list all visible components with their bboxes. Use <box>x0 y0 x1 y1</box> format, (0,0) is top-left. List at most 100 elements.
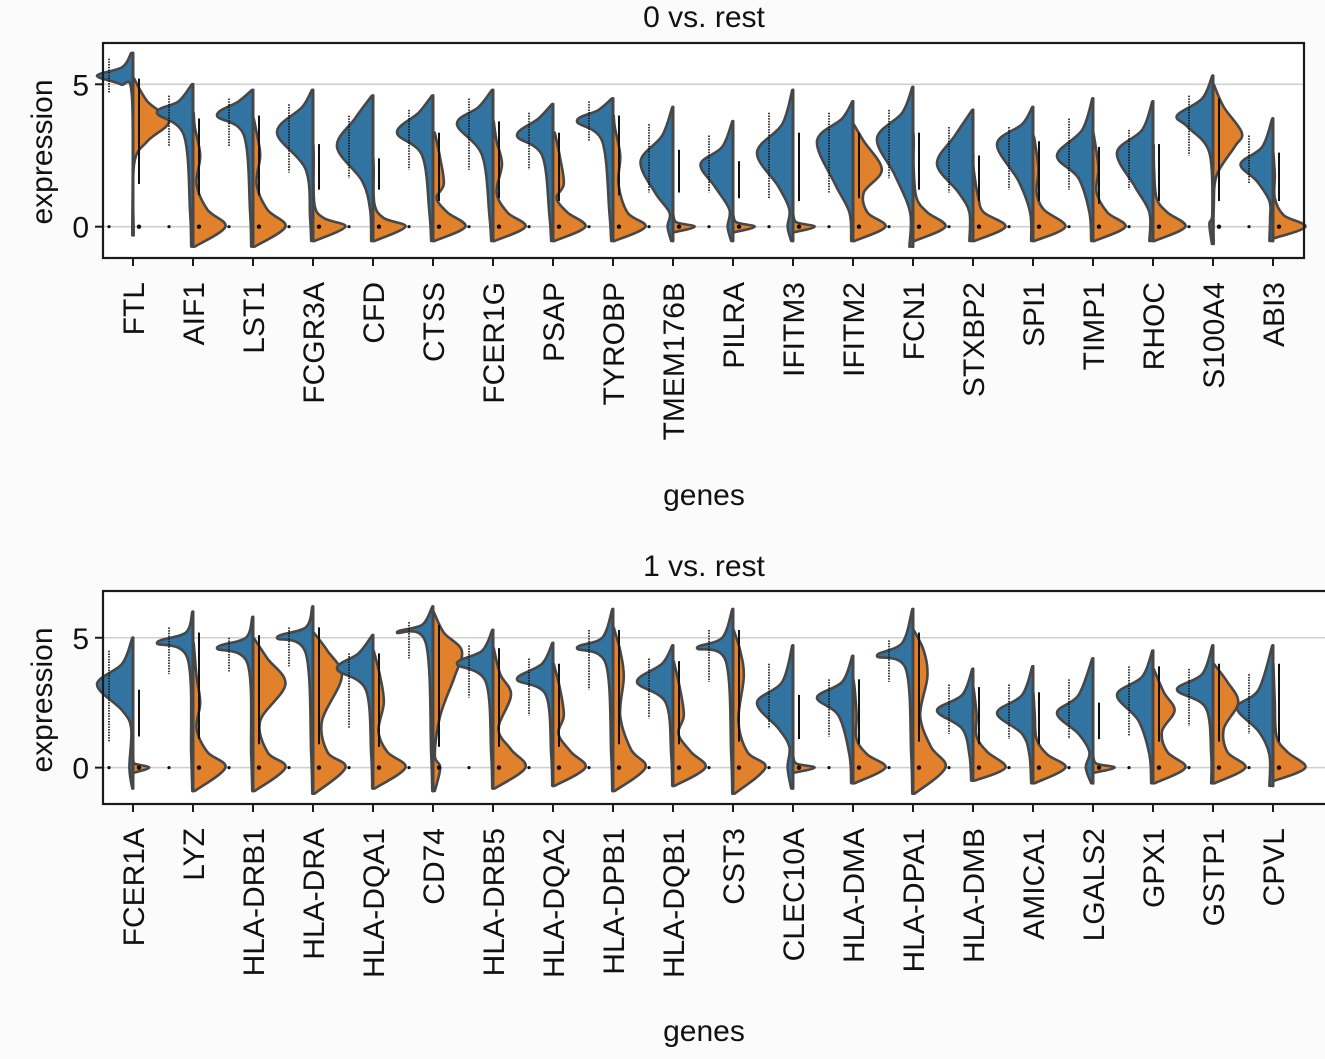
violin-AMICA1 <box>995 664 1067 785</box>
violin-half-group <box>1235 644 1275 788</box>
violin-HLA-DMA <box>815 654 887 785</box>
scatter-zero-group <box>467 225 471 229</box>
violin-S100A4 <box>1175 74 1244 246</box>
scatter-zero-rest <box>1036 765 1042 770</box>
violin-FTL <box>95 51 171 237</box>
violin-LGALS2 <box>1055 657 1116 785</box>
scatter-zero-group <box>227 766 231 770</box>
violin-half-group <box>95 636 135 790</box>
violin-FCGR3A <box>275 88 347 243</box>
violin-half-group <box>215 88 255 248</box>
x-tick-label-IFITM3: IFITM3 <box>778 282 811 377</box>
panel-title: 0 vs. rest <box>643 1 765 34</box>
scatter-zero-group <box>707 225 711 229</box>
x-tick-label-LST1: LST1 <box>238 282 271 354</box>
scatter-zero-group <box>767 225 771 229</box>
scatter-zero-rest <box>916 224 922 229</box>
scatter-zero-group <box>227 225 231 229</box>
violin-half-rest <box>491 120 527 243</box>
scatter-zero-group <box>347 766 351 770</box>
scatter-zero-group <box>1127 225 1131 229</box>
violin-ABI3 <box>1239 116 1307 243</box>
scatter-zero-rest <box>616 224 622 229</box>
violin-CPVL <box>1235 644 1307 788</box>
x-tick-label-HLA-DQB1: HLA-DQB1 <box>658 828 691 978</box>
x-tick-label-FCGR3A: FCGR3A <box>298 282 331 404</box>
violin-RHOC <box>1115 99 1187 243</box>
x-tick-label-AMICA1: AMICA1 <box>1018 828 1051 940</box>
violin-HLA-DPA1 <box>875 607 948 796</box>
violin-half-group <box>639 105 675 243</box>
violin-half-group <box>155 83 195 248</box>
violin-half-rest <box>1031 691 1067 785</box>
scatter-zero-rest <box>976 224 982 229</box>
violin-TIMP1 <box>1055 97 1127 243</box>
plot-area: 0 5 FTL AIF1 LST1 FCGR3A CFD CTSS FCER1G PSAP TYRO… <box>72 41 1307 440</box>
violin-half-group <box>755 88 795 243</box>
scatter-zero-group <box>827 766 831 770</box>
violin-half-rest <box>851 122 887 243</box>
violin-HLA-DQA1 <box>335 633 407 790</box>
x-tick-label-HLA-DPA1: HLA-DPA1 <box>898 828 931 973</box>
scatter-zero-rest <box>556 765 562 770</box>
violin-half-rest <box>851 678 887 785</box>
violin-half-rest <box>971 685 1007 782</box>
scatter-zero-group <box>707 766 711 770</box>
scatter-zero-group <box>1247 766 1251 770</box>
scatter-zero-rest <box>376 224 382 229</box>
scatter-zero-group <box>1187 225 1191 229</box>
violin-half-group <box>575 97 615 243</box>
panel-title: 1 vs. rest <box>643 550 765 583</box>
violin-HLA-DPB1 <box>575 607 648 793</box>
violin-AIF1 <box>155 82 227 249</box>
x-tick-label-HLA-DRB5: HLA-DRB5 <box>478 828 511 976</box>
scatter-zero-rest <box>256 224 262 229</box>
scatter-zero-group <box>407 225 411 229</box>
x-tick-label-TIMP1: TIMP1 <box>1078 282 1111 370</box>
scatter-zero-group <box>287 766 291 770</box>
violin-half-group <box>1115 649 1155 785</box>
violin-half-rest <box>611 626 648 793</box>
violin-half-group <box>875 85 915 248</box>
violin-half-rest <box>431 131 467 243</box>
x-tick-label-RHOC: RHOC <box>1138 282 1171 370</box>
x-tick-label-PSAP: PSAP <box>538 282 571 362</box>
y-axis-label: expression <box>26 627 59 772</box>
violin-LST1 <box>215 88 287 249</box>
scatter-zero-rest <box>1156 765 1162 770</box>
violin-half-rest <box>1091 131 1127 243</box>
scatter-zero-group <box>587 225 591 229</box>
scatter-zero-group <box>1187 766 1191 770</box>
scatter-zero-group <box>1067 225 1071 229</box>
scatter-zero-rest <box>436 224 442 229</box>
scatter-zero-group <box>887 225 891 229</box>
scatter-zero-rest <box>136 224 142 229</box>
x-tick-label-FCER1G: FCER1G <box>478 282 511 404</box>
scatter-zero-rest <box>196 224 202 229</box>
scatter-zero-group <box>887 766 891 770</box>
violin-half-rest <box>1211 662 1247 785</box>
violin-FCER1G <box>455 88 527 243</box>
x-tick-label-STXBP2: STXBP2 <box>958 282 991 397</box>
violin-half-rest <box>1151 667 1187 785</box>
scatter-zero-rest <box>1096 224 1102 229</box>
violin-half-group <box>755 644 795 790</box>
violin-half-rest <box>191 111 227 248</box>
x-tick-label-TMEM176B: TMEM176B <box>658 282 691 440</box>
violin-half-group <box>455 88 495 243</box>
scatter-zero-rest <box>676 224 682 229</box>
violin-half-rest <box>911 628 948 795</box>
scatter-zero-group <box>827 225 831 229</box>
scatter-zero-rest <box>1096 765 1102 770</box>
violin-CST3 <box>695 607 767 796</box>
x-tick-label-SPI1: SPI1 <box>1018 282 1051 347</box>
violin-half-group <box>1115 100 1155 243</box>
x-tick-label-CD74: CD74 <box>418 828 451 905</box>
y-tick-label: 5 <box>72 69 89 102</box>
violin-HLA-DQB1 <box>635 644 708 788</box>
x-tick-label-LGALS2: LGALS2 <box>1078 828 1111 941</box>
violin-HLA-DRA <box>275 605 347 796</box>
scatter-zero-group <box>587 766 591 770</box>
x-tick-label-CPVL: CPVL <box>1258 828 1291 906</box>
